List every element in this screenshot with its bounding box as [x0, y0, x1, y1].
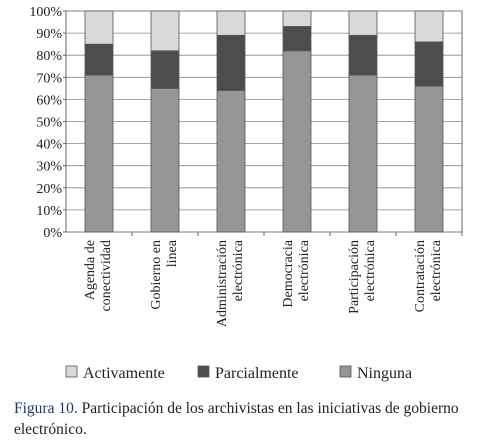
x-tick-label: linea: [165, 239, 180, 267]
caption: Figura 10. Participación de los archivis…: [14, 398, 474, 440]
bar-segment: [282, 10, 312, 27]
legend-swatch: [339, 365, 352, 378]
bar-segment: [150, 87, 180, 233]
bar-segment: [282, 50, 312, 233]
bar-segment: [216, 34, 246, 91]
bar-segment: [414, 85, 444, 233]
x-tick-label: electrónica: [363, 239, 378, 301]
bar-segment: [414, 10, 444, 43]
bar-segment: [84, 74, 114, 233]
legend-label: Ninguna: [357, 365, 412, 382]
bar-segment: [216, 90, 246, 233]
x-tick-label: Agenda de: [83, 240, 98, 300]
bar-segment: [348, 34, 378, 76]
bar-segment: [150, 50, 180, 89]
x-tick-label: Gobierno en: [149, 240, 164, 310]
bar-segment: [414, 41, 444, 87]
x-tick-label: electrónica: [429, 239, 444, 301]
y-tick-label: 40%: [36, 138, 62, 153]
bar-segment: [348, 74, 378, 233]
x-tick-label: electrónica: [231, 239, 246, 301]
y-tick-label: 10%: [36, 204, 62, 219]
y-tick-label: 60%: [36, 93, 62, 108]
legend-swatch: [197, 365, 210, 378]
y-tick-label: 70%: [36, 71, 62, 86]
x-tick-label: Administración: [215, 240, 230, 327]
x-tick-label: Participación: [347, 240, 362, 314]
x-tick-label: conectividad: [99, 240, 114, 312]
y-tick-label: 100%: [29, 5, 62, 20]
y-tick-label: 50%: [36, 116, 62, 131]
y-tick-label: 90%: [36, 27, 62, 42]
caption-text: Participación de los archivistas en las …: [14, 400, 459, 438]
y-tick-label: 30%: [36, 160, 62, 175]
y-tick-label: 0%: [43, 226, 62, 241]
bar-segment: [348, 10, 378, 36]
caption-label: Figura 10.: [14, 400, 78, 417]
y-tick-label: 20%: [36, 182, 62, 197]
legend-swatch: [65, 365, 78, 378]
legend-label: Activamente: [83, 365, 165, 382]
x-tick-label: electrónica: [297, 239, 312, 301]
x-tick-label: Contratación: [413, 240, 428, 312]
chart: 0% 10% 20% 30% 40% 50% 60% 70% 80% 90% 100% Agenda …: [29, 5, 463, 382]
bar-segment: [282, 26, 312, 52]
x-tick-label: Democracia: [281, 239, 296, 307]
bar-segment: [84, 10, 114, 45]
bar-segment: [84, 43, 114, 76]
legend-label: Parcialmente: [215, 365, 299, 382]
bar-segment: [216, 10, 246, 36]
bar-segment: [150, 10, 180, 52]
y-tick-label: 80%: [36, 49, 62, 64]
